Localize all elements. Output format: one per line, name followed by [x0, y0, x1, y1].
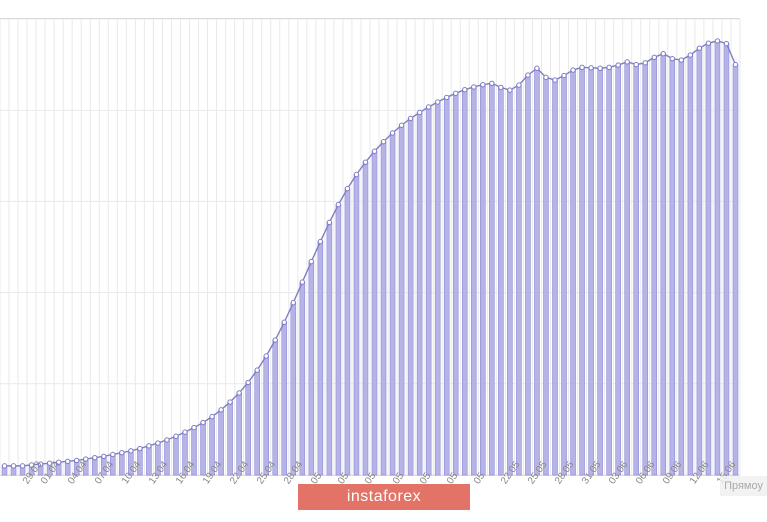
side-label: Прямоу	[720, 476, 767, 496]
watermark-badge: instaforex	[298, 484, 470, 510]
chart-area	[0, 18, 740, 476]
side-label-text: Прямоу	[724, 480, 763, 492]
watermark-text: instaforex	[347, 488, 421, 505]
chart-line	[0, 19, 740, 475]
